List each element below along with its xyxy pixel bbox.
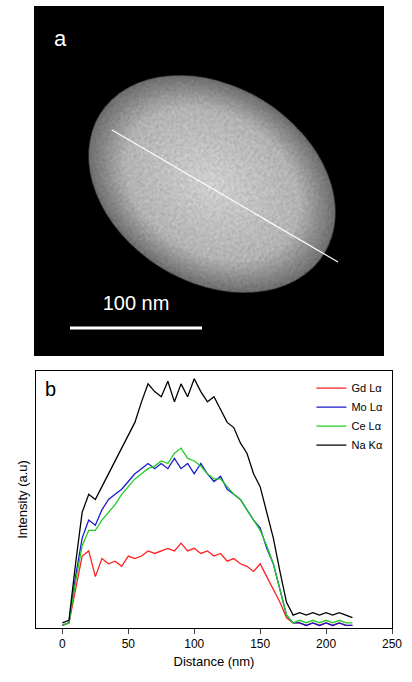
svg-text:100: 100	[184, 637, 204, 651]
svg-text:Gd Lα: Gd Lα	[351, 382, 382, 394]
svg-text:0: 0	[59, 637, 66, 651]
svg-text:50: 50	[122, 637, 136, 651]
svg-text:250: 250	[382, 637, 402, 651]
svg-text:100 nm: 100 nm	[103, 292, 170, 314]
svg-text:200: 200	[316, 637, 336, 651]
svg-text:Distance (nm): Distance (nm)	[174, 654, 255, 669]
svg-text:Intensity (a.u): Intensity (a.u)	[15, 460, 30, 539]
svg-text:Ce Lα: Ce Lα	[351, 420, 381, 432]
svg-text:Mo Lα: Mo Lα	[351, 401, 382, 413]
svg-text:150: 150	[250, 637, 270, 651]
svg-text:a: a	[54, 26, 67, 51]
svg-text:Na Kα: Na Kα	[351, 439, 382, 451]
svg-text:b: b	[45, 378, 56, 400]
